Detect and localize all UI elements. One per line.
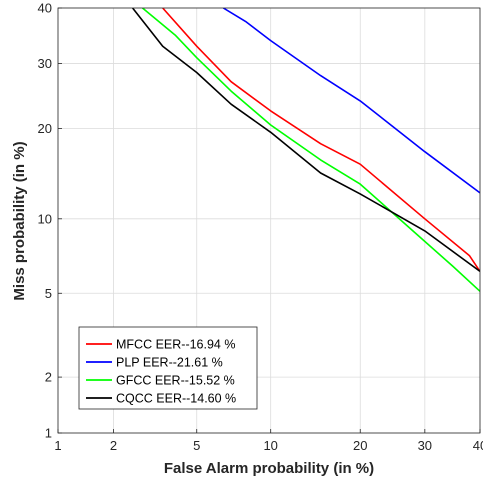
y-tick-label: 1 <box>45 426 52 441</box>
legend-box <box>78 326 258 410</box>
series-line-cqcc <box>131 8 480 273</box>
y-axis-title: Miss probability (in %) <box>11 141 28 300</box>
y-tick-label: 5 <box>45 286 52 301</box>
y-tick-label: 20 <box>38 121 52 136</box>
legend-label-cqcc: CQCC EER--14.60 % <box>116 392 236 406</box>
legend-label-plp: PLP EER--21.61 % <box>116 356 223 370</box>
series-line-gfcc <box>141 8 480 292</box>
x-tick-label: 20 <box>353 438 367 453</box>
legend: MFCC EER--16.94 % PLP EER--21.61 % GFCC EE… <box>78 326 258 410</box>
series-line-mfcc <box>162 8 480 272</box>
y-tick-label: 40 <box>38 1 52 16</box>
x-axis-title: False Alarm probability (in %) <box>164 460 374 477</box>
plot-frame <box>57 7 481 434</box>
legend-label-gfcc: GFCC EER--15.52 % <box>116 374 235 388</box>
x-tick-label: 2 <box>110 438 117 453</box>
x-tick-label: 5 <box>193 438 200 453</box>
x-tick-label: 30 <box>418 438 432 453</box>
legend-label-mfcc: MFCC EER--16.94 % <box>116 338 235 352</box>
y-tick-label: 2 <box>45 370 52 385</box>
x-tick-label: 1 <box>54 438 61 453</box>
y-tick-label: 10 <box>38 211 52 226</box>
series-line-plp <box>222 8 480 194</box>
y-tick-label: 30 <box>38 56 52 71</box>
x-tick-label: 10 <box>263 438 277 453</box>
series-lines <box>131 8 480 292</box>
x-tick-label: 40 <box>473 438 483 453</box>
axis-ticks: 1 2 5 10 20 30 40 1 2 5 10 20 30 40 <box>38 1 483 454</box>
